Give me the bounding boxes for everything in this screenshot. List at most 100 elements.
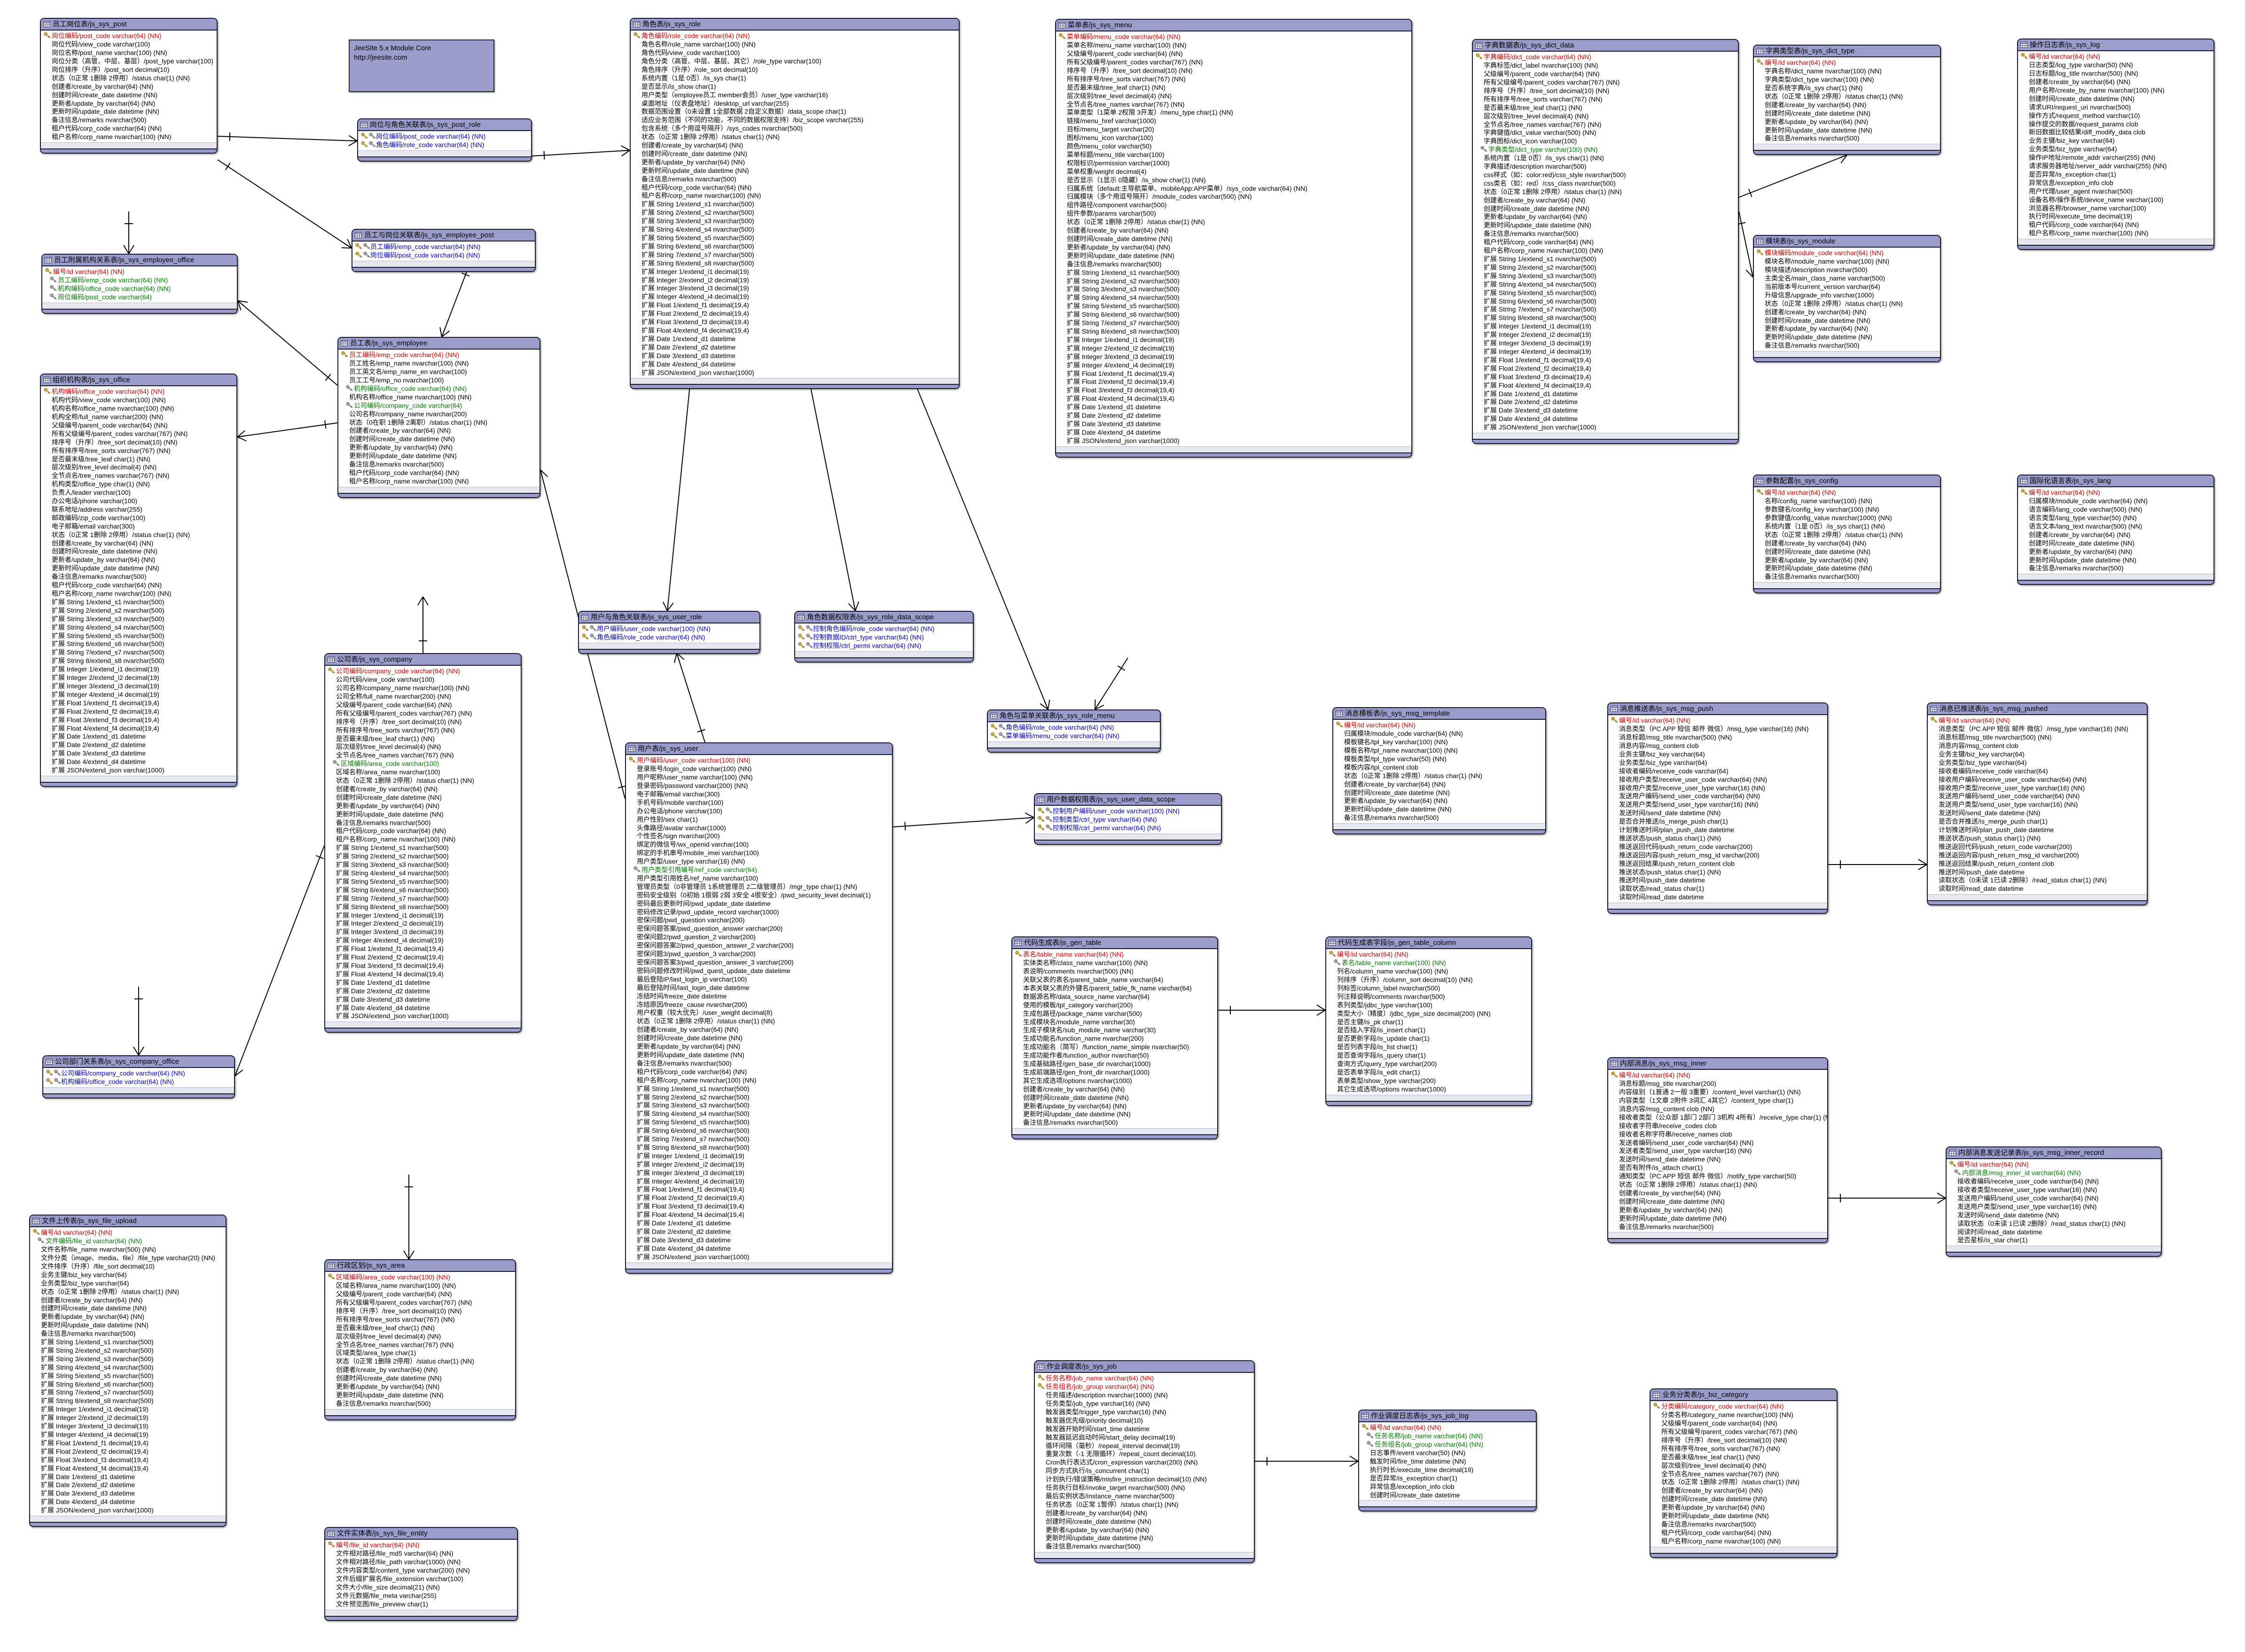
column-row[interactable]: 创建时间/create_date datetime (NN) [1756, 317, 1938, 325]
column-row[interactable]: 扩展 String 2/extend_s2 nvarchar(500) [1058, 277, 1409, 286]
entity-js_sys_role[interactable]: 角色表/js_sys_role 角色编码/role_code varchar(64… [630, 18, 960, 390]
column-row[interactable]: 扩展 Integer 1/extend_i1 decimal(19) [43, 665, 235, 674]
column-row[interactable]: 状态（0正常 1删除 2停用）/status char(1) (NN) [628, 1017, 890, 1026]
entity-header[interactable]: 消息模板表/js_sys_msg_template [1333, 708, 1545, 720]
column-row[interactable]: 任务组名/job_group varchar(64) (NN) [1361, 1441, 1534, 1449]
column-row[interactable]: 执行时间/execute_time decimal(19) [2020, 212, 2212, 221]
column-row[interactable]: 用户类型（employee员工 member会员）/user_type varc… [633, 91, 957, 100]
entity-js_sys_module[interactable]: 模块表/js_sys_module 模块编码/module_code varcha… [1753, 235, 1941, 363]
entity-js_sys_job[interactable]: 作业调度表/js_sys_job 任务名称/job_name varchar(64… [1034, 1360, 1255, 1564]
column-row[interactable]: 扩展 String 8/extend_s8 nvarchar(500) [32, 1397, 224, 1405]
column-row[interactable]: 创建时间/create_date datetime (NN) [43, 91, 215, 100]
column-row[interactable]: 备注信息/remarks nvarchar(500) [1037, 1543, 1252, 1551]
column-row[interactable]: 排序号（升序）/tree_sort decimal(10) (NN) [327, 1307, 513, 1316]
column-row[interactable]: 用户类型引用编号/ref_code varchar(64) [628, 866, 890, 874]
column-row[interactable]: 当前版本号/current_version varchar(64) [1756, 283, 1938, 291]
column-row[interactable]: 实体类名称/class_name varchar(100) (NN) [1014, 959, 1215, 967]
column-row[interactable]: 所有排序号/tree_sorts varchar(767) (NN) [1652, 1445, 1835, 1453]
column-row[interactable]: 区域名称/area_name nvarchar(100) [327, 768, 519, 777]
column-row[interactable]: 文件大小/file_size decimal(21) (NN) [327, 1583, 515, 1592]
column-row[interactable]: 扩展 Date 4/extend_d4 datetime [32, 1498, 224, 1506]
entity-header[interactable]: 员工与岗位关联表/js_sys_employee_post [352, 230, 535, 242]
column-row[interactable]: 扩展 Integer 3/extend_i3 decimal(19) [43, 682, 235, 691]
column-row[interactable]: 更新者/update_by varchar(64) (NN) [2020, 548, 2212, 556]
column-row[interactable]: 编号/id varchar(64) (NN) [32, 1229, 224, 1237]
column-row[interactable]: 扩展 String 4/extend_s4 nvarchar(500) [1475, 281, 1736, 289]
column-row[interactable]: 扩展 String 3/extend_s3 nvarchar(500) [43, 615, 235, 623]
column-row[interactable]: 租户名称/corp_name nvarchar(100) (NN) [628, 1076, 890, 1085]
column-row[interactable]: 备注信息/remarks nvarchar(500) [32, 1330, 224, 1338]
column-row[interactable]: 绑定的手机串号/mobile_imei varchar(100) [628, 849, 890, 857]
column-row[interactable]: 层次级别/tree_level decimal(4) (NN) [43, 463, 235, 472]
column-row[interactable]: 分类编码/category_code varchar(64) (NN) [1652, 1403, 1835, 1411]
column-row[interactable]: 扩展 Date 2/extend_d2 datetime [32, 1481, 224, 1489]
column-row[interactable]: 控制权限/ctrl_permi varchar(64) (NN) [797, 642, 971, 650]
column-row[interactable]: 消息内容/msg_content clob (NN) [1610, 1105, 1825, 1114]
column-row[interactable]: 状态（0正常 1删除 2停用）/status char(1) (NN) [1756, 531, 1938, 539]
column-row[interactable]: 字典类型/dict_type varchar(100) (NN) [1475, 146, 1736, 154]
entity-header[interactable]: 员工岗位表/js_sys_post [41, 19, 217, 31]
column-row[interactable]: 扩展 Integer 4/extend_i4 decimal(19) [1475, 348, 1736, 356]
column-row[interactable]: 创建者/create_by varchar(64) (NN) [1756, 101, 1938, 109]
column-row[interactable]: 消息内容/msg_content clob [1930, 742, 2145, 750]
column-row[interactable]: 业务类型/biz_type varchar(64) [1930, 759, 2145, 767]
column-row[interactable]: 推送返回结果/push_return_content clob [1930, 860, 2145, 868]
column-row[interactable]: 全节点名/tree_names varchar(767) (NN) [327, 1341, 513, 1349]
column-row[interactable]: 备注信息/remarks nvarchar(500) [1475, 230, 1736, 238]
column-row[interactable]: 数据范围设置（0未设置 1全部数据 2自定义数据）/data_scope cha… [633, 108, 957, 116]
column-row[interactable]: 创建时间/create_date datetime (NN) [1335, 789, 1543, 797]
column-row[interactable]: 角色排序（升序）/role_sort decimal(10) [633, 66, 957, 74]
column-row[interactable]: 区域编码/area_code varchar(100) [327, 760, 519, 768]
column-row[interactable]: 编号/id varchar(64) (NN) [1335, 721, 1543, 730]
column-row[interactable]: 最后登陆时间/last_login_date datetime [628, 984, 890, 992]
column-row[interactable]: 推送返回结果/push_return_content clob [1610, 860, 1825, 868]
column-row[interactable]: 是否最末级/tree_leaf char(1) (NN) [327, 1324, 513, 1333]
column-row[interactable]: 扩展 Date 1/extend_d1 datetime [327, 979, 519, 987]
column-row[interactable]: 用户权重（较大优先）/user_weight decimal(8) [628, 1009, 890, 1017]
column-row[interactable]: 备注信息/remarks nvarchar(500) [628, 1060, 890, 1068]
entity-js_sys_employee[interactable]: 员工表/js_sys_employee 员工编码/emp_code varchar… [337, 337, 540, 498]
column-row[interactable]: 扩展 String 7/extend_s7 nvarchar(500) [628, 1135, 890, 1144]
column-row[interactable]: 扩展 String 7/extend_s7 nvarchar(500) [633, 251, 957, 259]
column-row[interactable]: 编号/id varchar(64) (NN) [1930, 717, 2145, 725]
column-row[interactable]: 扩展 String 4/extend_s4 nvarchar(500) [32, 1364, 224, 1372]
column-row[interactable]: 扩展 String 1/extend_s1 nvarchar(500) [1058, 269, 1409, 277]
column-row[interactable]: 扩展 Integer 3/extend_i3 decimal(19) [327, 928, 519, 936]
column-row[interactable]: 操作提交的数据/request_params clob [2020, 120, 2212, 129]
entity-header[interactable]: 消息推送表/js_sys_msg_push [1608, 703, 1827, 716]
column-row[interactable]: 扩展 JSON/extend_json varchar(1000) [327, 1012, 519, 1021]
column-row[interactable]: 租户名称/corp_name nvarchar(100) (NN) [43, 133, 215, 141]
column-row[interactable]: 模板名称/tpl_name nvarchar(100) (NN) [1335, 747, 1543, 755]
column-row[interactable]: 角色名称/role_name varchar(100) (NN) [633, 40, 957, 49]
column-row[interactable]: 公司编码/company_code varchar(64) (NN) [45, 1069, 232, 1078]
column-row[interactable]: 扩展 String 2/extend_s2 nvarchar(500) [43, 607, 235, 615]
column-row[interactable]: 菜单标题/menu_title varchar(100) [1058, 151, 1409, 159]
column-row[interactable]: 租户代码/corp_code varchar(64) (NN) [327, 827, 519, 835]
column-row[interactable]: 扩展 Float 4/extend_f4 decimal(19,4) [1475, 382, 1736, 390]
column-row[interactable]: 图标/menu_icon varchar(100) [1058, 134, 1409, 142]
column-row[interactable]: 状态（0正常 1删除 2停用）/status char(1) (NN) [43, 531, 235, 539]
column-row[interactable]: 员工姓名/emp_name nvarchar(100) (NN) [340, 359, 538, 368]
column-row[interactable]: 所有排序号/tree_sorts varchar(767) (NN) [327, 726, 519, 735]
column-row[interactable]: 文件相对路径/file_path varchar(1000) (NN) [327, 1558, 515, 1566]
column-row[interactable]: 模板类型/tpl_type varchar(50) (NN) [1335, 755, 1543, 764]
column-row[interactable]: 文件名称/file_name nvarchar(500) (NN) [32, 1246, 224, 1254]
column-row[interactable]: 备注信息/remarks nvarchar(500) [327, 1400, 513, 1408]
column-row[interactable]: 接收者编码/receive_code varchar(64) [1610, 767, 1825, 776]
entity-js_gen_table[interactable]: 代码生成表/js_gen_table 表名/table_name varchar(… [1011, 936, 1218, 1140]
column-row[interactable]: 循环间隔（毫秒）/repeat_interval decimal(19) [1037, 1442, 1252, 1450]
column-row[interactable]: 更新时间/update_date datetime (NN) [327, 1391, 513, 1400]
column-row[interactable]: 排序号（升序）/tree_sort decimal(10) (NN) [327, 718, 519, 726]
column-row[interactable]: 日志类型/log_type varchar(50) (NN) [2020, 61, 2212, 70]
entity-header[interactable]: 代码生成表/js_gen_table [1012, 937, 1217, 950]
entity-js_sys_menu[interactable]: 菜单表/js_sys_menu 菜单编码/menu_code varchar(64… [1055, 19, 1412, 458]
column-row[interactable]: 员工编码/emp_code varchar(64) (NN) [44, 276, 235, 285]
column-row[interactable]: 扩展 String 5/extend_s5 nvarchar(500) [1058, 302, 1409, 311]
column-row[interactable]: 岗位名称/post_name varchar(100) (NN) [43, 49, 215, 57]
column-row[interactable]: 扩展 Float 2/extend_f2 decimal(19,4) [1475, 365, 1736, 373]
column-row[interactable]: 扩展 String 1/extend_s1 nvarchar(500) [43, 598, 235, 607]
column-row[interactable]: 扩展 Integer 3/extend_i3 decimal(19) [32, 1422, 224, 1431]
column-row[interactable]: 接收者类型（公众部 1部门 2部门 3机构 4所有）/receive_type … [1610, 1114, 1827, 1122]
column-row[interactable]: 系统内置（1是 0否）/is_sys char(1) [633, 74, 957, 83]
column-row[interactable]: 列名/column_name varchar(100) (NN) [1328, 967, 1529, 976]
